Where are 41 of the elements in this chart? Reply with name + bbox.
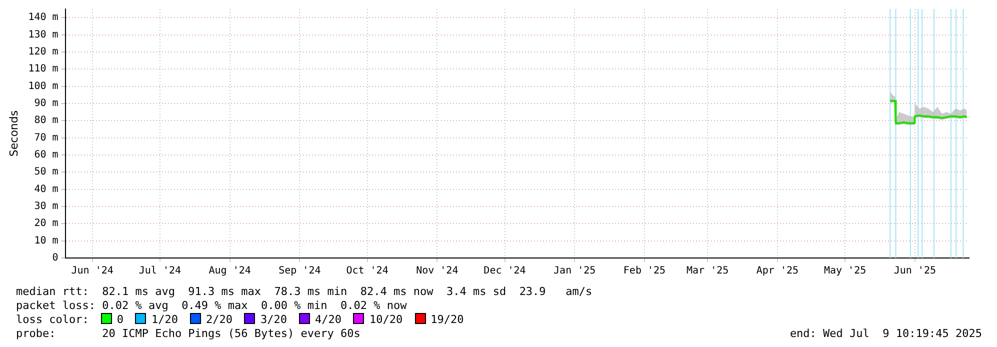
text: 1/20 <box>151 313 178 326</box>
text: 0 <box>116 313 124 326</box>
text: end: Wed Jul 9 10:19:45 2025 <box>790 327 982 341</box>
text: 2/20 <box>206 313 232 326</box>
x-tick-label: Feb '25 <box>623 266 666 277</box>
x-tick-label: Mar '25 <box>686 266 729 277</box>
x-tick-label: Sep '24 <box>278 266 321 277</box>
y-axis-title: Seconds <box>7 110 20 157</box>
x-tick-label: Aug '24 <box>208 266 251 277</box>
x-tick-label: Jun '24 <box>71 266 114 277</box>
x-tick-label: Jan '25 <box>554 266 596 277</box>
y-tick-label: 70 m <box>34 132 58 144</box>
y-tick-label: 130 m <box>28 29 58 40</box>
y-tick-label: 90 m <box>34 98 58 110</box>
text: 3/20 <box>260 313 287 326</box>
x-tick-label: Oct '24 <box>346 266 388 277</box>
x-tick-label: Jun '25 <box>894 266 936 277</box>
text: packet loss: 0.02 % avg 0.49 % max 0.00 % min 0.02 % now <box>16 299 407 312</box>
y-tick-label: 120 m <box>28 46 58 58</box>
y-tick-label: 110 m <box>28 64 58 75</box>
y-tick-label: 140 m <box>28 12 58 24</box>
y-tick-label: 30 m <box>34 201 58 212</box>
text: 10/20 <box>369 313 403 326</box>
x-tick-label: Apr '25 <box>756 266 799 277</box>
text: 19/20 <box>430 313 464 326</box>
x-tick-label: Dec '24 <box>484 266 526 277</box>
y-tick-label: 10 m <box>34 235 58 246</box>
y-tick-label: 50 m <box>34 166 58 178</box>
text: loss color: <box>16 313 89 326</box>
y-tick-label: 60 m <box>34 150 58 161</box>
text: 4/20 <box>314 313 342 326</box>
y-tick-label: 20 m <box>34 218 58 230</box>
text: probe: 20 ICMP Echo Pings (56 Bytes) every 60s <box>16 327 360 340</box>
y-tick-label: 0 <box>52 252 58 264</box>
x-tick-label: Nov '24 <box>416 266 458 277</box>
y-tick-label: 40 m <box>34 184 58 195</box>
text: median rtt: 82.1 ms avg 91.3 ms max 78.3 ms min 82.4 ms now 3.4 ms sd 23.9 am/s <box>16 285 592 298</box>
x-tick-label: May '25 <box>824 266 866 277</box>
y-tick-label: 80 m <box>34 115 58 126</box>
y-tick-label: 100 m <box>28 80 58 92</box>
x-tick-label: Jul '24 <box>138 266 182 277</box>
